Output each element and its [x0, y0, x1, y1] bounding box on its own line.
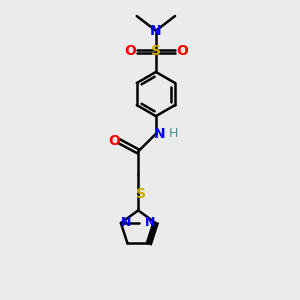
Text: O: O — [108, 134, 120, 148]
Text: N: N — [121, 217, 131, 230]
Text: O: O — [176, 44, 188, 58]
Text: O: O — [124, 44, 136, 58]
Text: S: S — [151, 44, 161, 58]
Text: S: S — [136, 187, 146, 201]
Text: N: N — [154, 127, 165, 141]
Text: N: N — [150, 24, 162, 38]
Text: N: N — [145, 217, 155, 230]
Text: H: H — [168, 127, 178, 140]
